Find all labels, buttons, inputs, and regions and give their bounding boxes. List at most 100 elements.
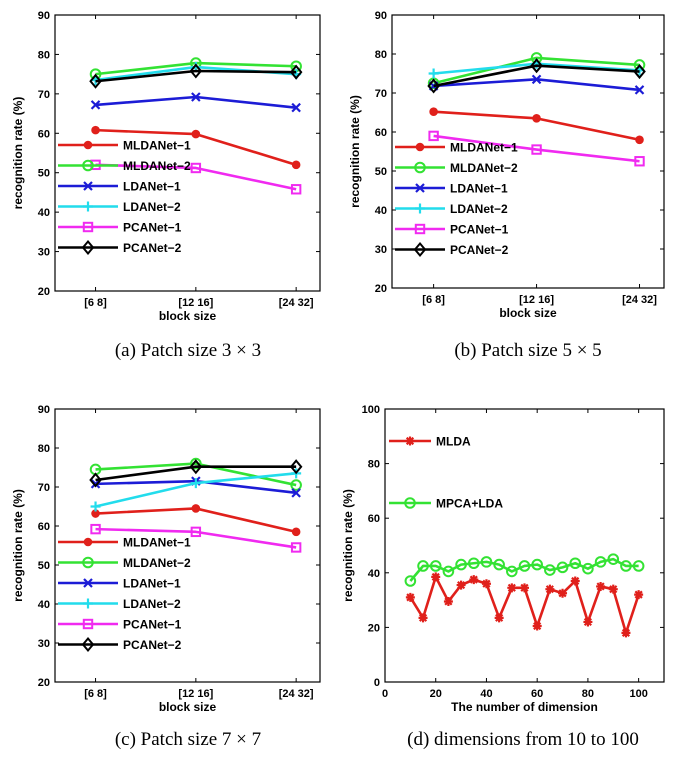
data-point	[289, 64, 303, 80]
data-point	[90, 479, 101, 489]
series-line	[433, 134, 640, 163]
y-tick-label: 30	[38, 247, 50, 259]
chart-panel-4: 0 20 40 60 80 100 0 20 40 60 80 100 The number of di…	[341, 404, 665, 750]
series-line	[95, 163, 297, 191]
data-point	[531, 144, 542, 155]
data-point	[569, 557, 582, 570]
data-point	[531, 558, 543, 571]
series-MLDA	[405, 572, 644, 638]
x-tick-label: 20	[430, 688, 442, 700]
y-tick-label: 60	[368, 513, 380, 525]
data-point	[429, 107, 438, 117]
y-tick-label: 20	[38, 286, 50, 298]
legend-label: LDANet−1	[450, 182, 508, 196]
data-point	[189, 459, 203, 475]
legend-label: PCANet−1	[450, 223, 509, 237]
y-tick-label: 20	[38, 677, 50, 689]
x-tick-label: 40	[480, 688, 492, 700]
data-point	[455, 558, 467, 571]
data-point	[291, 102, 301, 113]
data-point	[530, 58, 543, 74]
x-tick-label: 80	[582, 688, 594, 700]
panel-caption: (c) Patch size 7 × 7	[115, 729, 261, 750]
y-tick-label: 90	[38, 10, 50, 22]
legend-marker	[83, 598, 93, 609]
data-point	[291, 527, 301, 537]
data-point	[443, 596, 453, 606]
legend-marker	[414, 223, 426, 235]
y-tick-label: 60	[38, 128, 50, 140]
legend-label: MLDA	[436, 435, 471, 449]
y-tick-label: 50	[38, 560, 50, 572]
legend-marker	[413, 241, 427, 258]
y-tick-label: 40	[375, 205, 387, 217]
plot-frame	[384, 408, 665, 683]
data-point	[608, 584, 618, 594]
data-point	[583, 617, 593, 627]
legend-marker	[81, 636, 95, 653]
legend-label: PCANet−2	[123, 241, 182, 255]
data-point	[469, 575, 479, 585]
data-point	[89, 73, 102, 89]
y-tick-label: 70	[375, 88, 387, 100]
legend-label: MPCA+LDA	[436, 497, 503, 511]
data-point	[532, 621, 542, 631]
data-point	[531, 74, 542, 85]
legend: MLDA MPCA+LDA	[389, 435, 503, 511]
data-point	[417, 560, 429, 572]
data-point	[634, 156, 645, 167]
y-tick-label: 40	[368, 568, 380, 580]
panel-caption: (a) Patch size 3 × 3	[115, 340, 261, 361]
legend-marker	[82, 221, 94, 233]
data-point	[290, 479, 302, 491]
data-point	[442, 565, 455, 578]
data-point	[190, 162, 202, 174]
data-point	[570, 576, 580, 586]
y-axis-label: recognition rate (%)	[11, 489, 25, 602]
data-point	[405, 592, 415, 602]
data-point	[632, 560, 645, 572]
y-tick-label: 50	[38, 168, 50, 180]
x-tick-label: [6 8]	[422, 294, 445, 306]
data-point	[481, 579, 491, 589]
x-tick-label: [24 32]	[279, 688, 314, 700]
legend: MLDANet−1 MLDANet−2 LDANet−1 LDANet−2 PCANet…	[58, 536, 191, 653]
data-point	[607, 553, 620, 565]
legend-marker	[82, 159, 94, 172]
x-tick-label: [12 16]	[519, 294, 554, 306]
legend-label: LDANet−2	[123, 597, 181, 611]
data-point	[634, 85, 645, 95]
y-tick-label: 60	[38, 521, 50, 533]
data-point	[289, 459, 303, 475]
legend-marker	[81, 239, 95, 256]
data-point	[558, 588, 568, 598]
data-point	[427, 78, 440, 94]
data-point	[190, 478, 201, 489]
series-MLDANet−1	[429, 107, 644, 145]
series-MPCA+LDA	[404, 553, 645, 587]
y-tick-label: 20	[368, 622, 380, 634]
data-point	[635, 135, 644, 145]
data-point	[190, 526, 202, 538]
x-axis-label: block size	[159, 700, 217, 714]
legend-marker	[415, 203, 425, 214]
x-tick-label: 100	[629, 688, 647, 700]
legend-label: MLDANet−2	[123, 556, 191, 570]
y-tick-label: 60	[375, 127, 387, 139]
legend-marker	[405, 436, 415, 446]
data-point	[431, 572, 441, 582]
data-point	[544, 564, 556, 576]
series-PCANet−2	[427, 58, 646, 94]
data-point	[620, 560, 632, 572]
data-point	[90, 100, 101, 110]
data-point	[429, 560, 442, 572]
series-line	[95, 95, 297, 109]
data-point	[456, 580, 466, 590]
legend-label: LDANet−1	[123, 180, 181, 194]
data-point	[191, 504, 201, 513]
series-line	[409, 557, 639, 582]
data-point	[418, 613, 428, 623]
data-point	[404, 575, 417, 587]
x-tick-label: [24 32]	[622, 294, 657, 306]
